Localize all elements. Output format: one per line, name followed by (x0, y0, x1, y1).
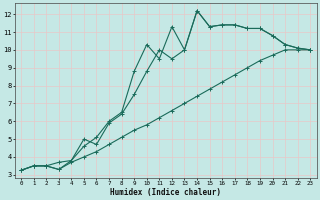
X-axis label: Humidex (Indice chaleur): Humidex (Indice chaleur) (110, 188, 221, 197)
